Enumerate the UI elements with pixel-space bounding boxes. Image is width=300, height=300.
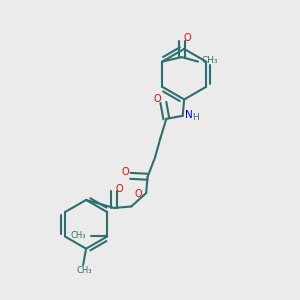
Text: O: O	[153, 94, 160, 104]
Text: O: O	[135, 189, 142, 199]
Text: CH₃: CH₃	[70, 231, 86, 240]
Text: H: H	[192, 112, 199, 122]
Text: O: O	[116, 184, 123, 194]
Text: O: O	[183, 33, 191, 43]
Text: CH₃: CH₃	[202, 56, 218, 65]
Text: CH₃: CH₃	[77, 266, 92, 275]
Text: N: N	[185, 110, 193, 120]
Text: O: O	[121, 167, 129, 177]
